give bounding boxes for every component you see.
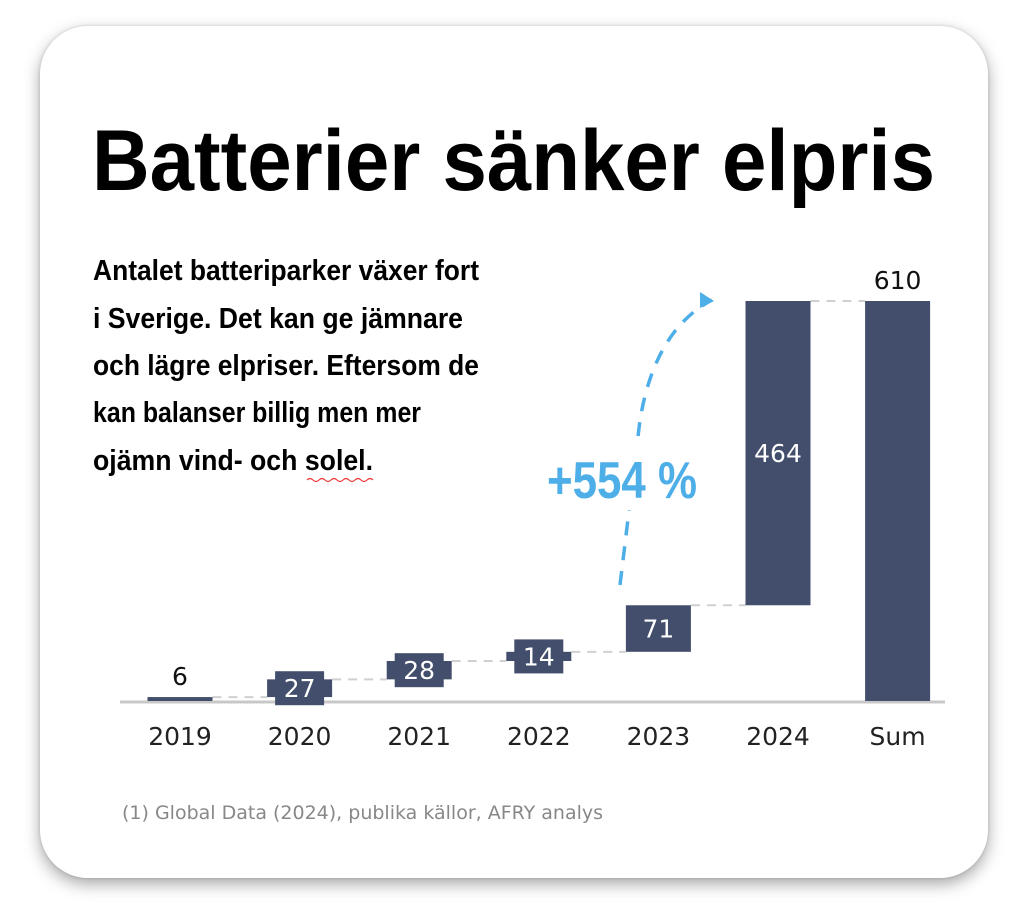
x-tick-label: 2020	[268, 722, 332, 751]
card	[40, 26, 988, 878]
spellcheck-underline	[306, 477, 374, 483]
data-label: 464	[754, 439, 802, 468]
data-label: 28	[403, 656, 435, 685]
data-label-bg	[275, 671, 325, 706]
bar-2024	[745, 301, 811, 606]
x-tick-label: Sum	[870, 722, 926, 751]
paragraph-line: i Sverige. Det kan ge jämnare	[93, 303, 463, 335]
data-label: 6	[172, 662, 188, 691]
data-label-bg	[394, 653, 444, 688]
growth-annotation: +554 %	[547, 452, 697, 510]
paragraph-line: och lägre elpriser. Eftersom de	[93, 350, 479, 382]
bar-2023	[625, 605, 691, 652]
bar-2019	[147, 697, 213, 701]
growth-arrow	[618, 298, 713, 586]
x-tick-label: 2023	[627, 722, 691, 751]
bar-Sum	[865, 301, 931, 701]
x-tick-label: 2019	[148, 722, 212, 751]
arrow-head-icon	[700, 292, 714, 308]
data-label: 27	[284, 674, 316, 703]
paragraph-line: ojämn vind- och solel.	[93, 445, 373, 477]
paragraph-line: kan balanser billig men mer	[93, 397, 421, 429]
x-tick-label: 2024	[746, 722, 810, 751]
data-label-bg	[514, 639, 564, 674]
footnote: (1) Global Data (2024), publika källor, …	[122, 802, 603, 824]
x-tick-label: 2021	[387, 722, 451, 751]
page-title: Batterier sänker elpris	[92, 113, 935, 209]
chart-marks: 6 2019 27 2020 28 2021 14 2022 71 2023 464 2024 610 S…	[120, 266, 945, 751]
data-label: 71	[642, 615, 674, 644]
paragraph-line: Antalet batteriparker växer fort	[93, 255, 479, 287]
data-label: 14	[523, 642, 555, 671]
x-tick-label: 2022	[507, 722, 571, 751]
data-label: 610	[874, 266, 922, 295]
growth-label-bg	[540, 440, 705, 510]
